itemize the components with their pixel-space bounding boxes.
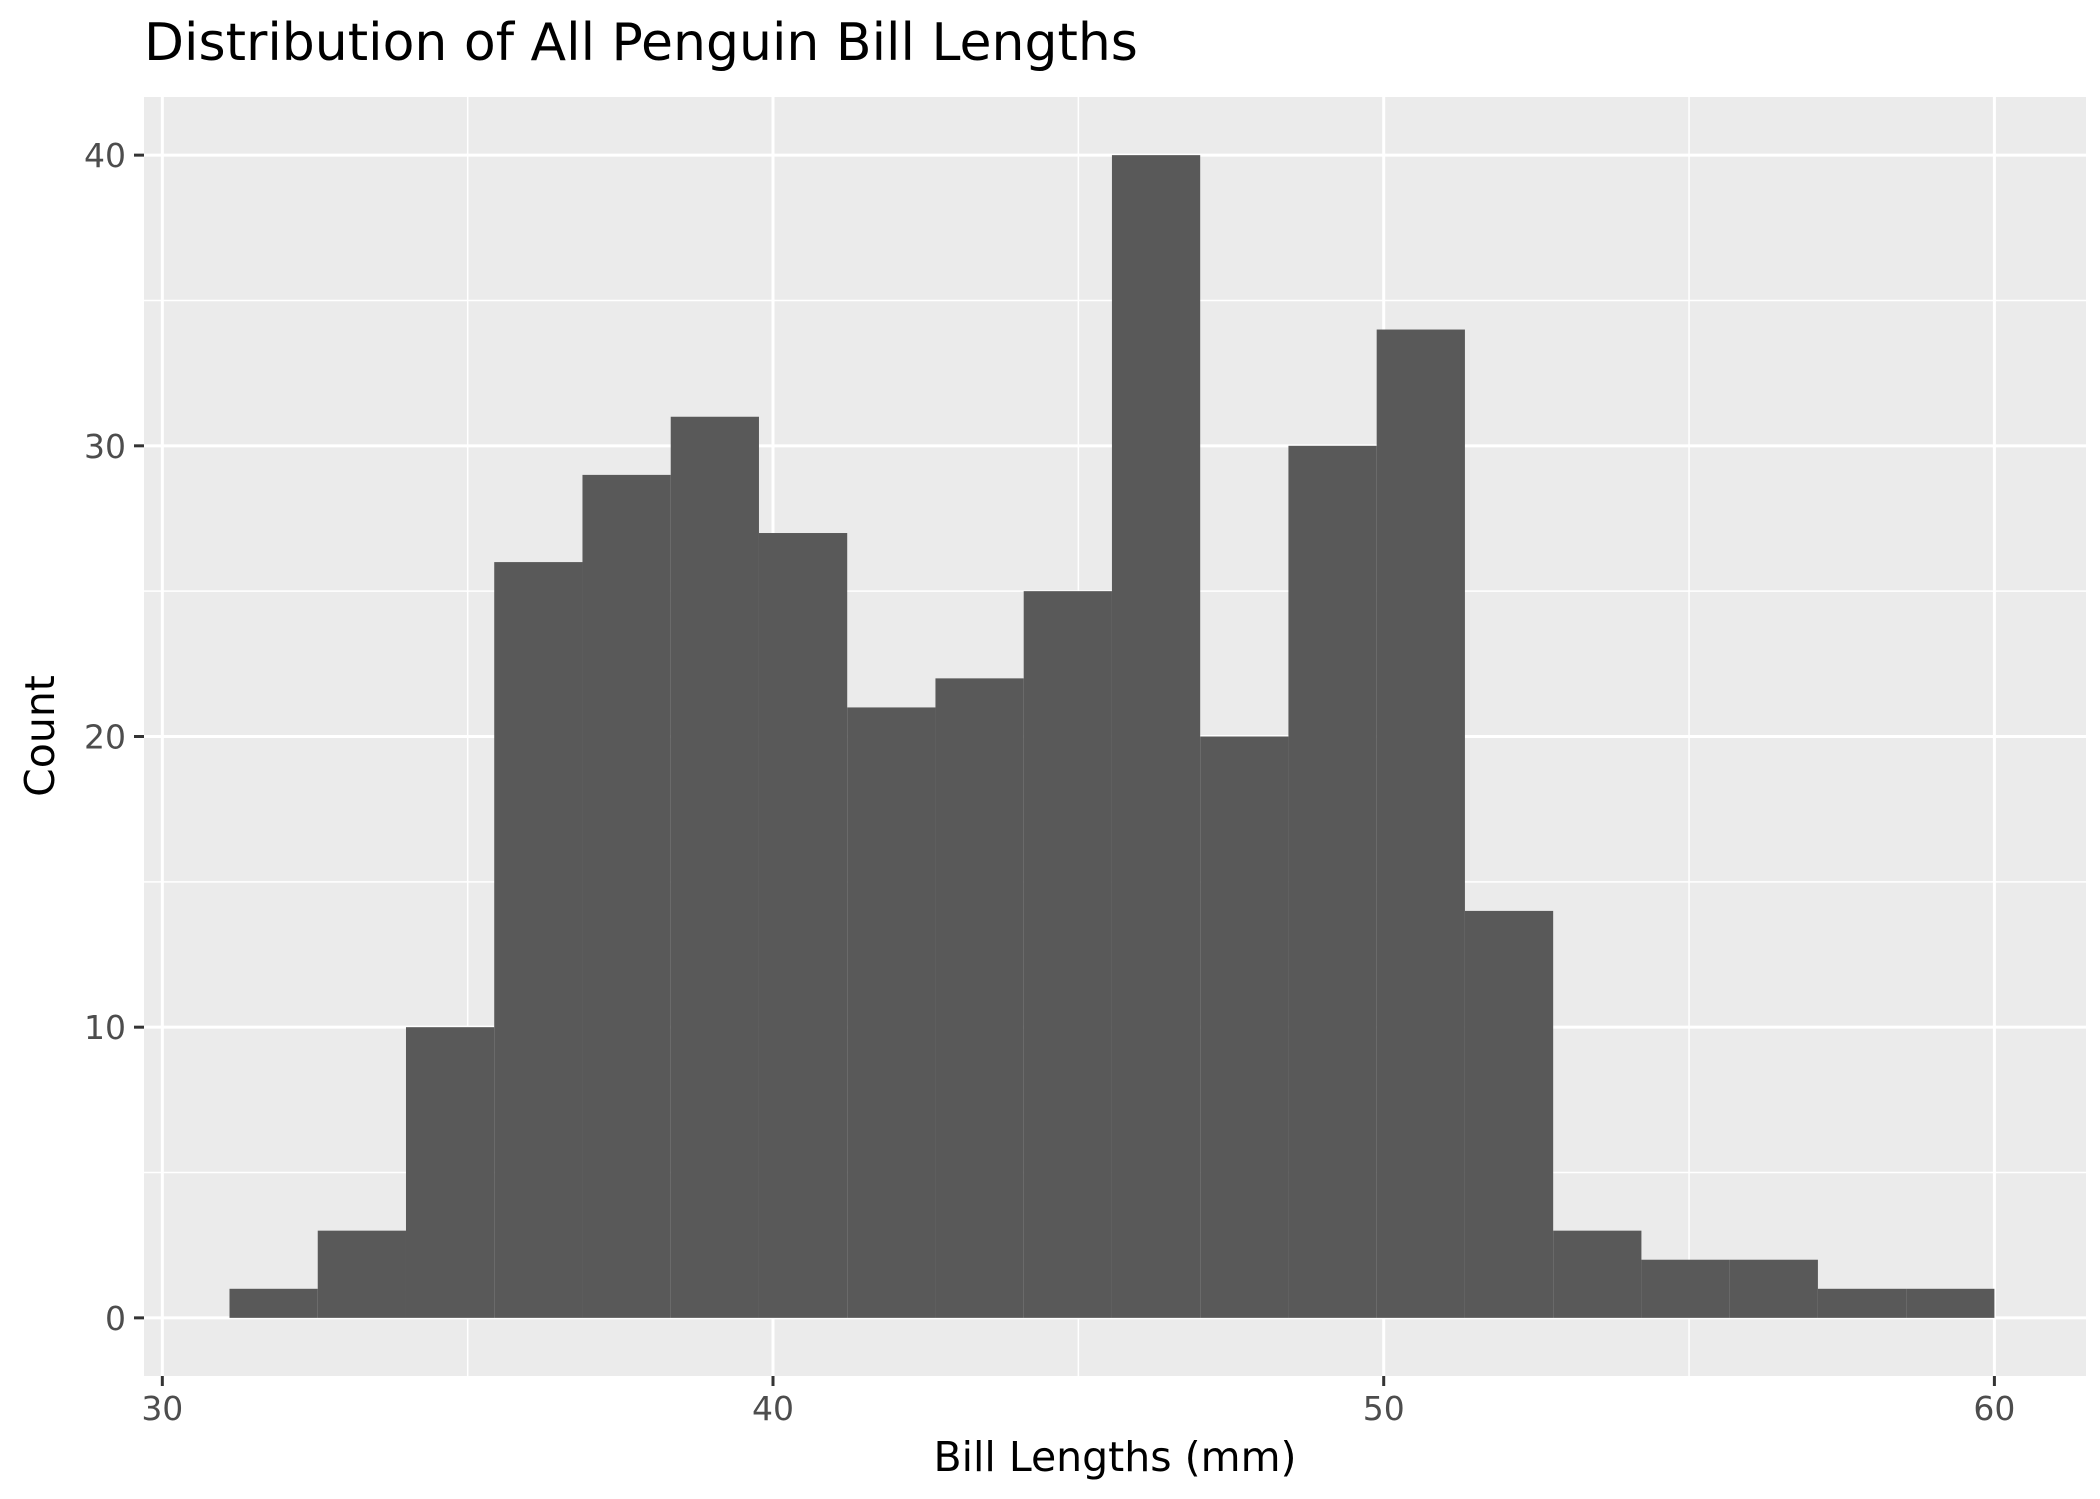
histogram-bar [1553, 1230, 1642, 1318]
histogram-bar [847, 707, 936, 1318]
chart-title: Distribution of All Penguin Bill Lengths [144, 13, 1138, 73]
histogram-bar [1464, 910, 1554, 1318]
histogram-bar [405, 1027, 495, 1318]
histogram-bar [1376, 329, 1465, 1318]
histogram-bar [1288, 445, 1377, 1318]
histogram-bar [494, 562, 583, 1318]
axis-ticks: 0 10 20 30 40 30 40 50 60 [84, 136, 2015, 1428]
histogram-bar [758, 533, 848, 1318]
x-tick-label: 50 [1363, 1389, 1405, 1428]
histogram-bar [1641, 1259, 1730, 1318]
bars [229, 155, 1995, 1318]
histogram-bar [1200, 736, 1289, 1318]
histogram-bar [935, 678, 1024, 1318]
x-tick-label: 40 [752, 1389, 794, 1428]
y-tick-label: 40 [84, 136, 126, 175]
x-tick-label: 60 [1973, 1389, 2015, 1428]
y-axis-title: Count [16, 675, 64, 797]
histogram-bar [582, 474, 671, 1318]
histogram-bar [1023, 591, 1112, 1318]
histogram-bar [1906, 1288, 1995, 1318]
histogram-bar [1111, 155, 1201, 1318]
y-tick-label: 20 [84, 718, 126, 757]
y-tick-label: 0 [105, 1299, 126, 1338]
x-axis-title: Bill Lengths (mm) [933, 1433, 1296, 1481]
histogram-bar [1729, 1259, 1818, 1318]
y-tick-label: 30 [84, 427, 126, 466]
histogram-bar [1817, 1288, 1907, 1318]
x-tick-label: 30 [141, 1389, 183, 1428]
histogram-bar [229, 1288, 318, 1318]
histogram-bar [670, 416, 759, 1318]
histogram-bar [317, 1230, 406, 1318]
y-tick-label: 10 [84, 1008, 126, 1047]
